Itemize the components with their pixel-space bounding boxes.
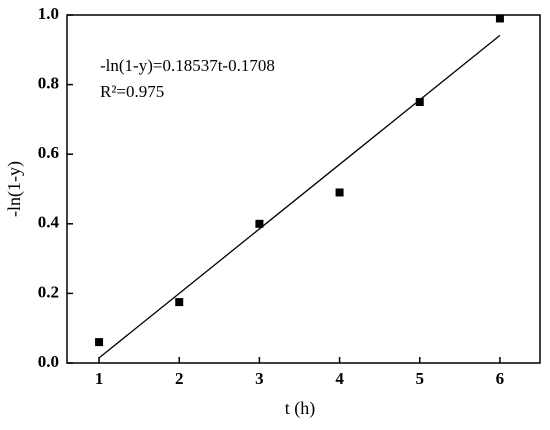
x-tick-label: 2: [175, 369, 184, 388]
x-tick-label: 6: [496, 369, 505, 388]
x-tick-label: 5: [415, 369, 424, 388]
y-tick-label: 1.0: [38, 4, 59, 23]
r-squared: R²=0.975: [100, 82, 164, 101]
data-point: [335, 188, 344, 197]
fit-line: [98, 34, 501, 359]
y-axis-label: -ln(1-y): [4, 161, 25, 217]
data-point: [495, 14, 504, 23]
data-point: [255, 219, 264, 228]
x-axis-label: t (h): [285, 398, 316, 419]
y-tick-label: 0.8: [38, 74, 59, 93]
plot-frame: [66, 14, 541, 364]
y-tick-label: 0.6: [38, 143, 59, 162]
data-point: [95, 338, 104, 347]
x-tick-label: 4: [335, 369, 344, 388]
data-point: [175, 298, 184, 307]
y-tick-label: 0.0: [38, 352, 59, 371]
data-point: [415, 98, 424, 106]
equation: -ln(1-y)=0.18537t-0.1708: [100, 56, 275, 75]
y-tick-label: 0.2: [38, 282, 59, 301]
x-tick-label: 3: [255, 369, 264, 388]
x-tick-label: 1: [95, 369, 104, 388]
y-tick-label: 0.4: [38, 213, 60, 232]
